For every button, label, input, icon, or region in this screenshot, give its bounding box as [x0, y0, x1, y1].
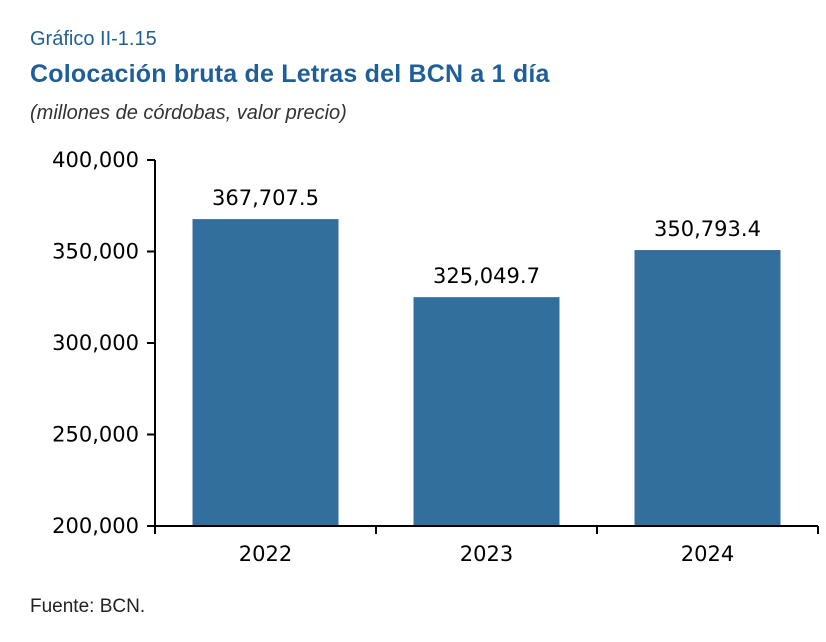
- y-tick-label: 400,000: [52, 148, 139, 172]
- y-tick-label: 300,000: [52, 331, 139, 355]
- x-axis: [154, 525, 819, 534]
- category-labels: 2022 2023 2024: [239, 542, 734, 566]
- category-label-2022: 2022: [239, 542, 292, 566]
- chart-title: Colocación bruta de Letras del BCN a 1 d…: [30, 60, 550, 88]
- category-label-2024: 2024: [681, 542, 734, 566]
- data-labels: 367,707.5 325,049.7 350,793.4: [212, 186, 761, 288]
- y-axis-ticks: 200,000 250,000 300,000 350,000 400,000: [52, 148, 155, 538]
- y-tick-label: 350,000: [52, 240, 139, 264]
- chart-subtitle: (millones de córdobas, valor precio): [30, 102, 347, 124]
- data-label-2024: 350,793.4: [654, 217, 761, 241]
- bar-2023: [413, 297, 560, 526]
- bar-2022: [192, 219, 339, 526]
- data-label-2023: 325,049.7: [433, 264, 540, 288]
- bars: [192, 219, 781, 526]
- data-label-2022: 367,707.5: [212, 186, 319, 210]
- chart-label: Gráfico II-1.15: [30, 28, 157, 50]
- bar-2024: [634, 250, 781, 526]
- bar-chart: 200,000 250,000 300,000 350,000 400,000 367,…: [52, 148, 819, 566]
- category-label-2023: 2023: [460, 542, 513, 566]
- y-tick-label: 250,000: [52, 423, 139, 447]
- source-note: Fuente: BCN.: [30, 596, 146, 617]
- y-tick-label: 200,000: [52, 514, 139, 538]
